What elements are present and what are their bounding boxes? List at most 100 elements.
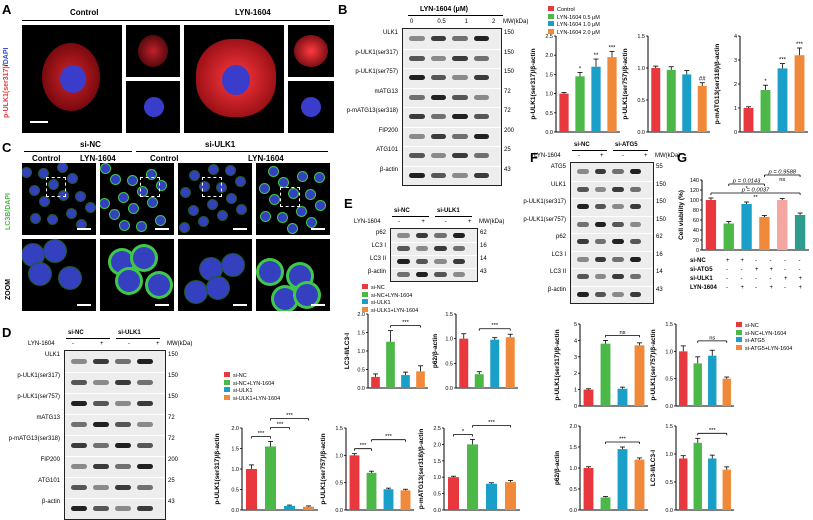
y-axis-label: p-ULK1(ser757)/β-actin xyxy=(320,433,327,504)
blot-band xyxy=(115,422,131,427)
blot-band xyxy=(434,272,447,277)
significance-mark: *** xyxy=(779,58,787,64)
blot-row-divider xyxy=(571,215,653,217)
nucleus xyxy=(40,197,49,206)
group-label: si-ULK1 xyxy=(437,208,460,214)
panel-label-f: F xyxy=(530,150,538,165)
y-tick-label: 0.5 xyxy=(545,111,553,117)
legend-swatch xyxy=(548,28,554,34)
scale-bar xyxy=(233,228,247,230)
legend-label: si-NC+LYN-1604 xyxy=(745,330,787,337)
sign-cell: - xyxy=(726,267,728,273)
legend-swatch xyxy=(224,387,230,392)
nucleus xyxy=(259,261,281,283)
significance-mark: * xyxy=(764,79,767,85)
blot-band xyxy=(629,274,641,280)
sign-row-label: si-NC xyxy=(690,258,706,264)
blot-band xyxy=(473,36,489,42)
panel-a-ylabel: p-ULK1(ser317)/DAPI xyxy=(3,47,10,118)
blot-label: LC3 II xyxy=(549,269,566,275)
bar xyxy=(743,108,754,132)
nucleus xyxy=(274,288,296,310)
dose-label: 0 xyxy=(410,19,414,25)
blot-row-divider xyxy=(571,285,653,287)
bar xyxy=(697,85,707,132)
blot-band xyxy=(137,401,153,406)
sign-label: - xyxy=(398,219,400,225)
bar xyxy=(447,477,460,510)
nucleus xyxy=(48,215,57,224)
nucleus xyxy=(30,186,39,195)
significance-label: ns xyxy=(619,330,625,336)
nucleus xyxy=(261,212,270,221)
blot-band xyxy=(71,443,87,448)
micrograph-a-lyn-red xyxy=(288,25,334,77)
lc3b-micrograph xyxy=(22,163,96,235)
y-tick-label: 1.0 xyxy=(665,349,673,355)
legend-item: si-NC+LYN-1604 xyxy=(362,291,412,299)
blot-row-divider xyxy=(65,477,165,478)
lc3b-zoom-micrograph xyxy=(256,239,330,311)
blot-band xyxy=(115,359,131,364)
blot-band xyxy=(137,422,153,427)
sign-cell: + xyxy=(740,285,745,291)
bar xyxy=(634,345,645,406)
legend-swatch xyxy=(224,379,230,385)
micrograph-a-control-dapi xyxy=(126,81,180,133)
y-tick-label: 1.5 xyxy=(569,445,577,451)
legend-swatch xyxy=(548,13,554,19)
nucleus xyxy=(148,274,170,296)
nucleus xyxy=(157,181,166,190)
nucleus xyxy=(120,221,129,230)
bar xyxy=(600,343,611,406)
y-tick-label: 0.0 xyxy=(357,386,365,392)
legend-swatch xyxy=(548,6,554,11)
nucleus xyxy=(315,173,324,182)
zoom-region-box xyxy=(280,187,300,207)
y-tick-label: 1.0 xyxy=(665,452,673,458)
blot-band xyxy=(430,36,446,42)
blot-membrane xyxy=(570,162,654,304)
y-tick-label: 5 xyxy=(574,322,577,328)
sign-cell: + xyxy=(784,276,788,282)
blot-band xyxy=(594,239,606,245)
y-axis-label: p62/β-actin xyxy=(432,334,439,368)
legend-item: LYN-1604 0.5 μM xyxy=(548,13,600,21)
blot-band xyxy=(629,291,641,297)
sign-cell: + xyxy=(798,276,803,282)
bar xyxy=(459,338,469,388)
significance-label: p = 0.0143 xyxy=(732,179,761,185)
dose-label: 2 xyxy=(492,19,496,25)
blot-band xyxy=(473,172,489,178)
blot-row-divider xyxy=(571,250,653,252)
panel-label-g: G xyxy=(677,150,688,165)
y-tick-label: 1.5 xyxy=(335,426,343,432)
blot-band xyxy=(629,256,641,262)
blot-band xyxy=(93,506,109,511)
mw-label: 72 xyxy=(504,88,511,95)
blot-membrane xyxy=(390,228,478,282)
bar xyxy=(666,69,676,132)
sign-cell: + xyxy=(740,258,745,264)
blot-row-divider xyxy=(403,68,501,69)
bar xyxy=(617,449,628,510)
legend-item: si-NC xyxy=(362,284,385,291)
blot-band xyxy=(577,274,589,280)
bar xyxy=(466,444,479,510)
bar xyxy=(777,68,788,132)
panel-b-blot: 0 0.5 1 2 MW(kDa) ULK1 150 p-ULK1(ser317) 150 p-U… xyxy=(340,16,530,186)
significance-label: *** xyxy=(277,422,285,428)
panel-c-col-4: LYN-1604 xyxy=(248,154,284,163)
blot-band xyxy=(430,153,446,159)
mw-label: 150 xyxy=(168,352,179,358)
panel-label-a: A xyxy=(2,2,12,17)
blot-label: p-ULK1(ser317) xyxy=(355,49,398,56)
sign-cell: - xyxy=(784,258,786,264)
blot-band xyxy=(629,239,641,245)
blot-band xyxy=(577,186,589,192)
y-tick-label: 120 xyxy=(690,188,699,194)
y-tick-label: 0.0 xyxy=(569,508,577,514)
bar xyxy=(741,204,752,250)
significance-label: *** xyxy=(619,437,627,443)
y-tick-label: 60 xyxy=(693,218,699,224)
